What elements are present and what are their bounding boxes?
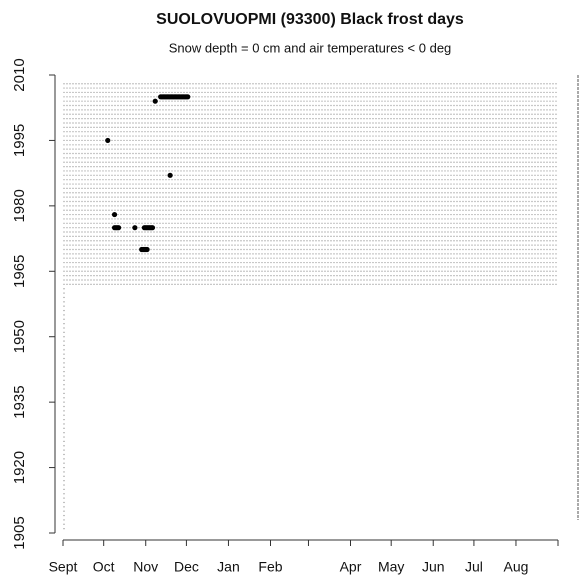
x-tick-label: Dec [174,559,199,575]
frost-day [144,246,150,253]
y-tick-label: 1920 [11,451,28,484]
frost-day [167,172,173,178]
frost-day [185,94,191,100]
chart-title: SUOLOVUOPMI (93300) Black frost days [156,11,464,28]
x-tick-label: May [378,559,404,575]
y-tick-label: 1935 [11,385,28,418]
x-tick-label: Nov [133,559,158,575]
y-tick-label: 1950 [11,320,28,353]
frost-day [116,225,122,231]
x-tick-label: Jan [217,559,240,575]
y-tick-label: 1980 [11,189,28,222]
y-tick-label: 2010 [11,58,28,91]
y-tick-label: 1965 [11,255,28,288]
x-tick-label: Feb [258,559,282,575]
x-tick-label: Jun [422,559,445,575]
frost-day [152,98,158,104]
frost-day [149,225,156,231]
x-tick-label: Jul [465,559,483,575]
x-tick-label: Oct [93,559,115,575]
frost-day [132,225,138,231]
chart-subtitle: Snow depth = 0 cm and air temperatures <… [169,40,452,55]
x-tick-label: Aug [503,559,528,575]
frost-day [105,137,111,144]
x-tick-label: Apr [340,559,362,575]
frost-day [111,211,118,218]
y-tick-label: 1995 [11,124,28,157]
x-tick-label: Sept [49,559,78,575]
y-tick-label: 1905 [11,516,28,549]
